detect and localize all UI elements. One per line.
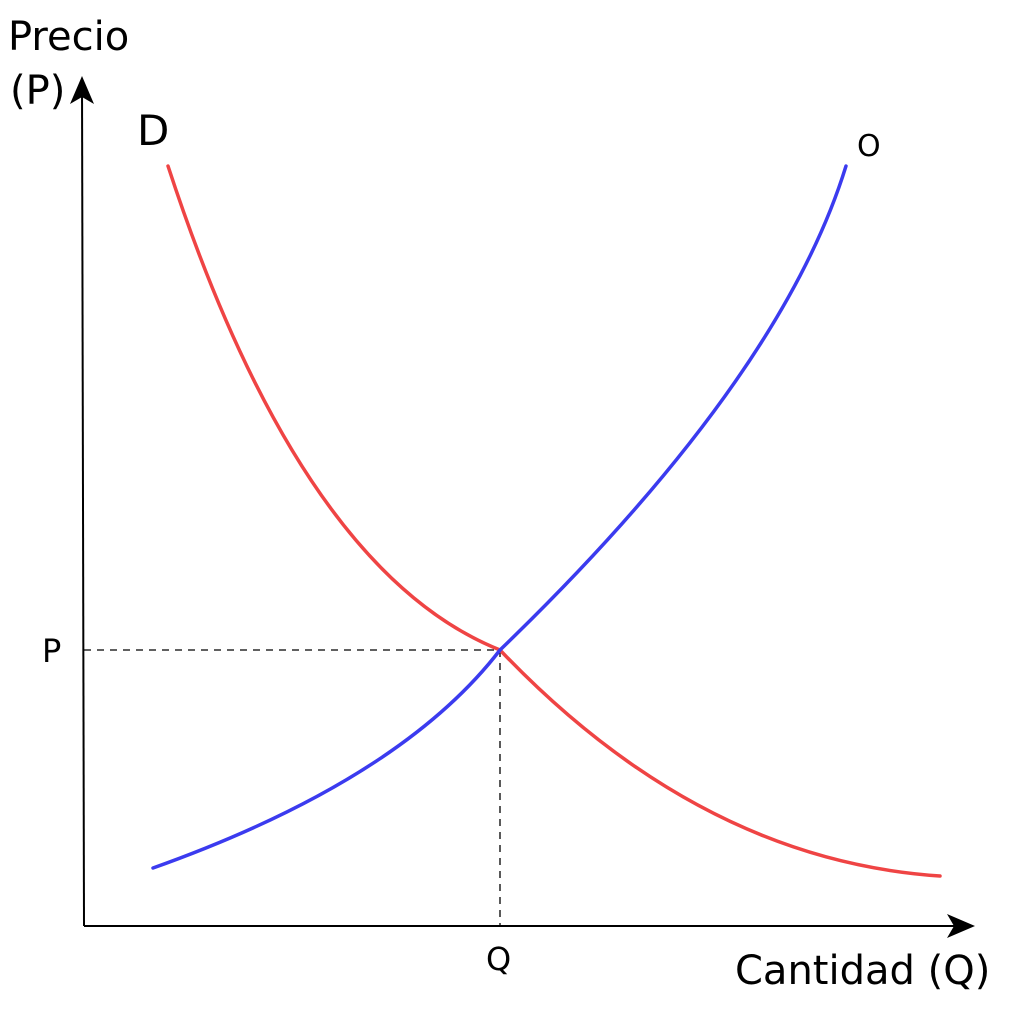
x-axis-label: Cantidad (Q)	[735, 948, 990, 994]
supply-label: O	[857, 129, 881, 164]
y-axis	[81, 81, 85, 927]
demand-curve	[166, 164, 942, 878]
y-axis-label-line1: Precio	[8, 14, 129, 60]
y-axis-arrow-icon	[70, 76, 94, 104]
y-axis-label-line2: (P)	[10, 68, 65, 114]
demand-label: D	[137, 106, 169, 155]
equilibrium-price-label: P	[42, 632, 61, 670]
x-axis-arrow-icon	[947, 914, 975, 938]
supply-curve	[151, 164, 848, 870]
equilibrium-quantity-label: Q	[486, 940, 511, 978]
